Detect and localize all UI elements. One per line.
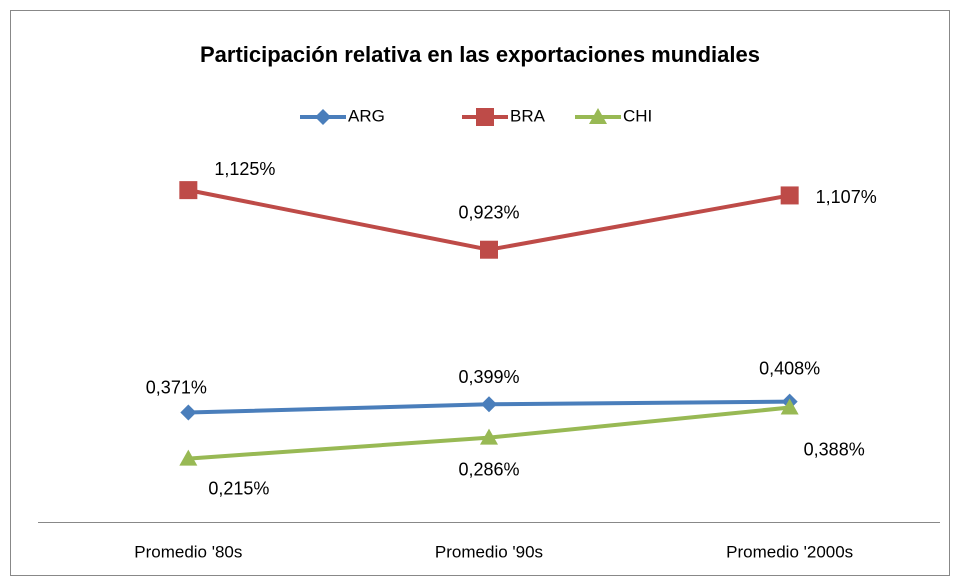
marker: [476, 108, 494, 126]
marker: [480, 240, 498, 259]
marker: [780, 186, 799, 205]
data-label: 0,399%: [458, 367, 519, 387]
legend-label: BRA: [510, 106, 546, 125]
marker: [315, 109, 331, 125]
data-label: 1,107%: [816, 187, 877, 207]
chart-border: [10, 10, 950, 576]
marker: [179, 449, 198, 466]
data-label: 0,371%: [146, 377, 207, 397]
data-label: 0,923%: [458, 202, 519, 222]
chart-title: Participación relativa en las exportacio…: [200, 42, 760, 67]
x-tick-label: Promedio '90s: [435, 542, 543, 561]
marker: [780, 398, 799, 415]
legend-label: ARG: [348, 106, 385, 125]
marker: [179, 181, 198, 200]
data-label: 0,215%: [208, 478, 269, 498]
data-label: 1,125%: [214, 159, 275, 179]
legend-label: CHI: [623, 106, 652, 125]
data-label: 0,388%: [804, 439, 865, 459]
x-tick-label: Promedio '2000s: [726, 542, 853, 561]
data-label: 0,408%: [759, 358, 820, 378]
marker: [481, 396, 497, 413]
x-tick-label: Promedio '80s: [134, 542, 242, 561]
marker: [589, 108, 607, 124]
data-label: 0,286%: [458, 459, 519, 479]
marker: [180, 404, 197, 421]
marker: [480, 428, 498, 445]
